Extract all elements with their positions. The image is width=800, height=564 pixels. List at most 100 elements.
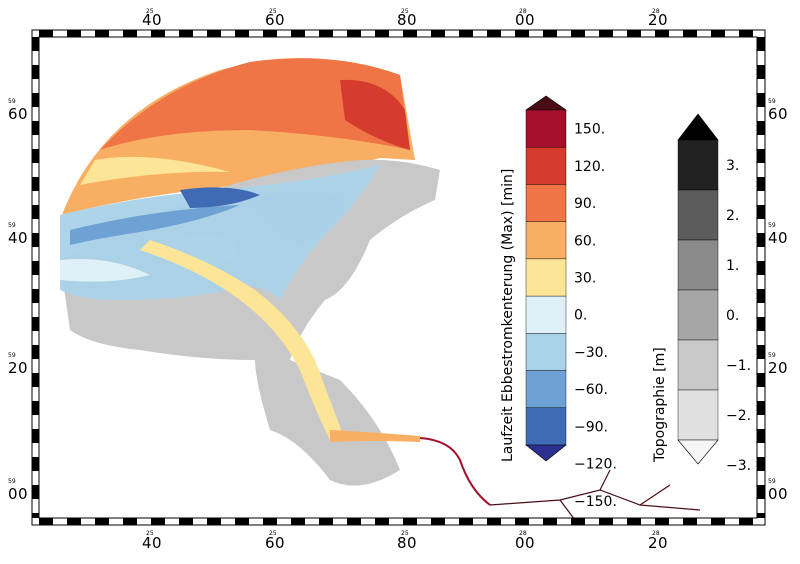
colorbar-flow-tick: 90. (574, 196, 596, 212)
frame-check (757, 65, 765, 79)
colorbar-topography: Topographie [m] 3. 2. 1. 0. −1. −2. −3. (652, 113, 751, 474)
frame-check (32, 429, 39, 443)
frame-check (757, 513, 765, 518)
frame-check (375, 518, 389, 525)
tick-label-top: 60 (265, 11, 285, 29)
tick-label-left: 20 (8, 359, 28, 377)
frame-check (757, 289, 765, 303)
tick-label-right-minor: 59 (768, 352, 776, 359)
tick-label-bottom: 20 (648, 534, 668, 552)
tick-label-bottom-minor: 25 (269, 530, 277, 537)
map-area (60, 58, 701, 518)
frame-check (32, 401, 39, 415)
colorbar-flow-tick: −150. (574, 494, 617, 510)
tick-label-top: 20 (648, 11, 668, 29)
frame-check (32, 317, 39, 331)
colorbar-topography-tick: −1. (726, 358, 751, 374)
frame-check (757, 233, 765, 247)
tick-label-top: 00 (515, 11, 535, 29)
frame-check (67, 30, 81, 37)
colorbar-topography-band (677, 339, 719, 391)
colorbar-flow-band (525, 370, 567, 408)
frame-check (757, 401, 765, 415)
frame-check (711, 30, 725, 37)
tick-label-top-minor: 25 (401, 8, 409, 15)
tick-label-right: 20 (768, 359, 788, 377)
frame-check (571, 518, 585, 525)
tick-label-top: 40 (142, 11, 162, 29)
frame-check (319, 518, 333, 525)
frame-check (32, 345, 39, 359)
colorbar-flow-tick: −30. (574, 345, 608, 361)
frame-check (757, 261, 765, 275)
colorbar-topography-tick: −3. (726, 458, 751, 474)
frame-check (32, 289, 39, 303)
frame-check (32, 485, 39, 499)
colorbar-flow-tick: −60. (574, 382, 608, 398)
frame-check (627, 30, 641, 37)
frame-check (543, 518, 557, 525)
frame-check (739, 518, 753, 525)
frame-check (757, 485, 765, 499)
tick-label-top-minor: 28 (652, 8, 660, 15)
frame-check (459, 518, 473, 525)
frame-check (32, 261, 39, 275)
frame-check (627, 518, 641, 525)
frame-check (95, 30, 109, 37)
colorbar-topography-tick: 0. (726, 308, 739, 324)
frame-check (431, 30, 445, 37)
estuary-fairway (140, 240, 345, 440)
colorbar-flow-band (525, 407, 567, 446)
tick-label-right: 40 (768, 229, 788, 247)
colorbar-topography-band (677, 189, 719, 241)
frame-check (487, 518, 501, 525)
tick-label-left: 40 (8, 229, 28, 247)
tick-label-right-minor: 59 (768, 222, 776, 229)
frame-check (757, 205, 765, 219)
frame-check (757, 93, 765, 107)
tick-label-bottom-minor: 25 (146, 530, 154, 537)
frame-check (123, 30, 137, 37)
frame-check (32, 121, 39, 135)
offshore-patch-red (340, 79, 410, 150)
frame-check (757, 37, 765, 51)
frame-check (757, 317, 765, 331)
colorbar-topography-tick: 2. (726, 208, 739, 224)
frame-check (683, 518, 697, 525)
frame-check (757, 373, 765, 387)
colorbar-topography-band (677, 139, 719, 191)
colorbar-flow-tick: 0. (574, 308, 587, 324)
frame-check (32, 149, 39, 163)
tick-label-top-minor: 25 (146, 8, 154, 15)
colorbar-flow-tick: −120. (574, 457, 617, 473)
tick-label-left-minor: 59 (8, 222, 16, 229)
tick-label-left-minor: 59 (8, 98, 16, 105)
colorbar-flow-band (525, 258, 567, 297)
tick-label-right: 60 (768, 105, 788, 123)
frame-check (431, 518, 445, 525)
colorbar-topography-title: Topographie [m] (652, 347, 668, 463)
tick-label-top-minor: 25 (269, 8, 277, 15)
colorbar-flow-band (525, 147, 567, 185)
frame-check (123, 518, 137, 525)
colorbar-flow-tick: −90. (574, 419, 608, 435)
river-branches (489, 469, 701, 518)
tick-label-bottom-minor: 28 (652, 530, 660, 537)
frame-check (291, 30, 305, 37)
frame-check (32, 93, 39, 107)
frame-check (151, 30, 165, 37)
frame-check (757, 345, 765, 359)
frame-check (179, 30, 193, 37)
frame-check (151, 518, 165, 525)
channel-deep-2 (180, 187, 260, 208)
tick-label-bottom-minor: 28 (519, 530, 527, 537)
frame-check (757, 177, 765, 191)
tick-label-top-minor: 28 (519, 8, 527, 15)
tick-label-top: 80 (397, 11, 417, 29)
frame-check (599, 518, 613, 525)
colorbar-flow-band (525, 109, 567, 148)
frame-check (67, 518, 81, 525)
colorbar-flow: Laufzeit Ebbestromkenterung (Max) [min] … (500, 95, 617, 510)
frame-check (32, 205, 39, 219)
